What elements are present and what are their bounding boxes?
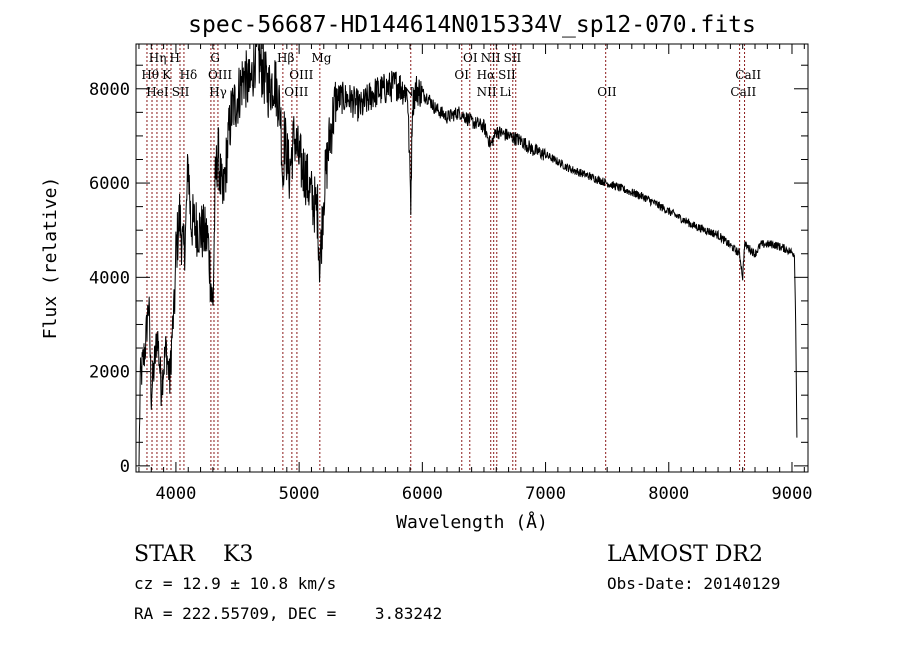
line-markers: [146, 44, 746, 472]
x-tick-label: 8000: [648, 484, 689, 504]
line-label: OII: [597, 85, 617, 99]
x-tick-label: 6000: [402, 484, 443, 504]
line-label: K: [162, 68, 172, 82]
line-label: Li: [500, 85, 512, 99]
line-label: Hη: [149, 51, 167, 65]
y-tick-label: 6000: [89, 174, 130, 194]
line-label: Hα: [477, 68, 496, 82]
line-label: SII: [172, 85, 190, 99]
line-label: Hγ: [209, 85, 227, 99]
x-tick-label: 7000: [525, 484, 566, 504]
line-label: Hδ: [180, 68, 198, 82]
line-label: OI: [463, 51, 478, 65]
line-label: Hθ: [141, 68, 159, 82]
chart-title: spec-56687-HD144614N015334V_sp12-070.fit…: [188, 12, 756, 38]
line-label: SII: [504, 51, 522, 65]
line-label: G: [210, 51, 220, 65]
line-label: HeI: [146, 85, 169, 99]
x-tick-label: 9000: [772, 484, 813, 504]
line-label: OI: [454, 68, 469, 82]
line-label: H: [170, 51, 180, 65]
line-label: OIII: [284, 85, 308, 99]
x-axis-label: Wavelength (Å): [396, 511, 548, 533]
line-label: OIII: [289, 68, 313, 82]
axes: 4000 5000 6000 7000 8000 9000 0 2000 4000 6000 800…: [89, 44, 812, 504]
x-tick-label: 4000: [155, 484, 196, 504]
x-tick-label: 5000: [279, 484, 320, 504]
line-label: Mg: [312, 51, 332, 65]
object-class: STAR K3: [134, 542, 253, 567]
y-tick-label: 2000: [89, 363, 130, 383]
line-label: SII: [498, 68, 516, 82]
obs-date: Obs-Date: 20140129: [607, 574, 780, 593]
spectrum-line: [138, 43, 798, 466]
line-label: OIII: [208, 68, 232, 82]
line-label: NII: [477, 85, 497, 99]
y-tick-label: 8000: [89, 80, 130, 100]
survey-name: LAMOST DR2: [607, 542, 763, 567]
line-label: CaII: [735, 68, 761, 82]
y-tick-label: 0: [120, 457, 130, 477]
y-axis-label: Flux (relative): [40, 177, 61, 340]
coordinates: RA = 222.55709, DEC = 3.83242: [134, 604, 442, 623]
line-label: CaII: [730, 85, 756, 99]
line-label: NII: [481, 51, 501, 65]
redshift-cz: cz = 12.9 ± 10.8 km/s: [134, 574, 336, 593]
line-label: Hβ: [277, 51, 294, 65]
line-label: Na: [403, 85, 421, 99]
y-tick-label: 4000: [89, 268, 130, 288]
